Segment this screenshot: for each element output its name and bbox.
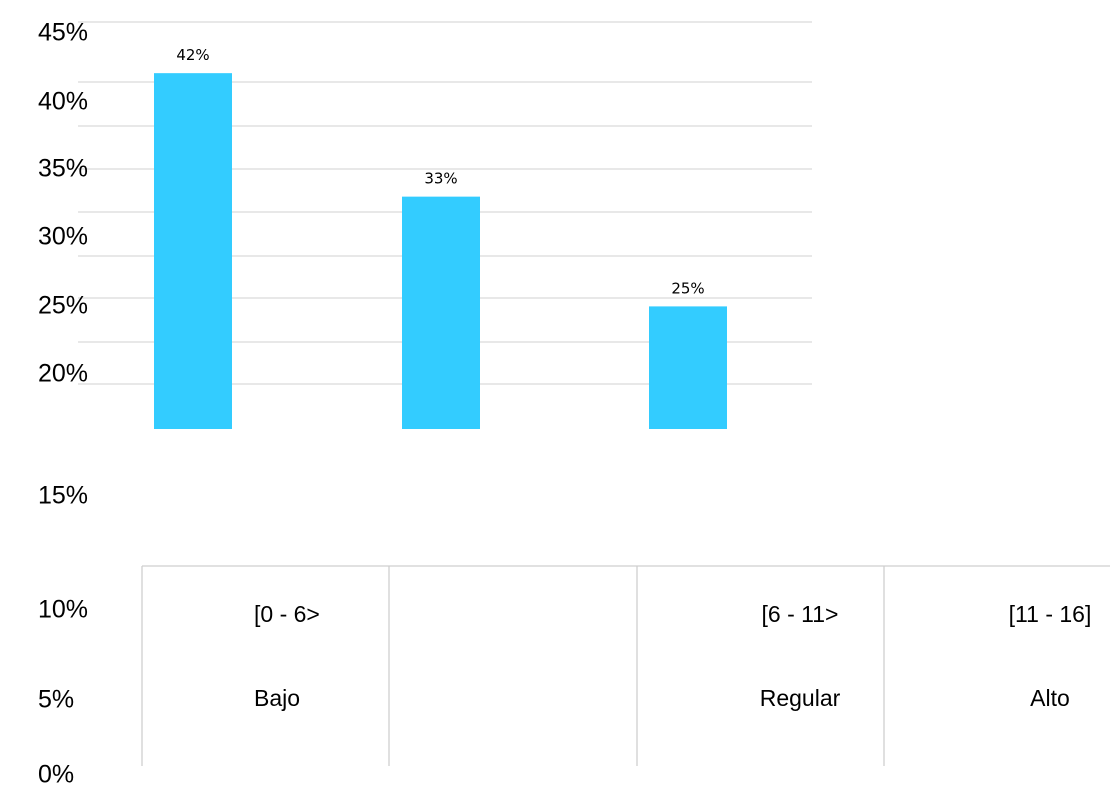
bar: [402, 196, 480, 429]
category-table: [0 - 6> [6 - 11> [11 - 16] Bajo Regular Alto: [141, 565, 1110, 766]
y-tick-label: 10%: [38, 596, 88, 624]
data-label: 33%: [424, 170, 457, 188]
category-range-label: [11 - 16]: [1009, 601, 1092, 627]
y-tick-label: 30%: [38, 223, 88, 251]
y-tick-label: 15%: [38, 482, 88, 510]
category-level-label: Bajo: [254, 685, 300, 711]
y-tick-label: 40%: [38, 88, 88, 116]
data-label: 25%: [671, 279, 704, 297]
category-range-label: [6 - 11>: [762, 601, 839, 627]
category-level-label: Regular: [760, 685, 841, 711]
y-tick-label: 35%: [38, 155, 88, 183]
y-axis-tick-labels: 45% 40% 35% 30% 25% 20% 15% 10% 5% 0%: [38, 19, 88, 786]
data-labels: 42% 33% 25%: [176, 46, 704, 297]
y-tick-label: 0%: [38, 761, 74, 786]
y-tick-label: 5%: [38, 686, 74, 714]
data-label: 42%: [176, 46, 209, 64]
y-tick-label: 45%: [38, 19, 88, 47]
bars: [154, 73, 727, 429]
bar: [154, 73, 232, 429]
category-level-label: Alto: [1030, 685, 1070, 711]
y-tick-label: 20%: [38, 360, 88, 388]
category-range-label: [0 - 6>: [254, 601, 320, 627]
y-tick-label: 25%: [38, 292, 88, 320]
bar: [649, 306, 727, 429]
